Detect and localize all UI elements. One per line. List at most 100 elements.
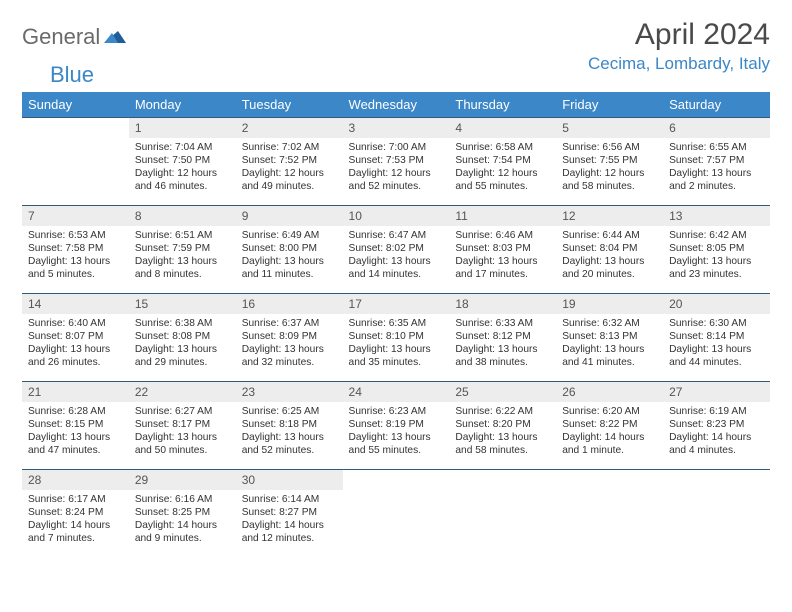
- week-row: 14Sunrise: 6:40 AMSunset: 8:07 PMDayligh…: [22, 294, 770, 382]
- day-cell: [449, 470, 556, 558]
- sunset-text: Sunset: 8:22 PM: [562, 418, 657, 431]
- sunset-text: Sunset: 8:08 PM: [135, 330, 230, 343]
- day-number: 20: [663, 294, 770, 314]
- sunrise-text: Sunrise: 7:02 AM: [242, 141, 337, 154]
- sunrise-text: Sunrise: 6:58 AM: [455, 141, 550, 154]
- sunrise-text: Sunrise: 6:19 AM: [669, 405, 764, 418]
- sunrise-text: Sunrise: 6:16 AM: [135, 493, 230, 506]
- day-body: Sunrise: 6:22 AMSunset: 8:20 PMDaylight:…: [449, 402, 556, 462]
- sunrise-text: Sunrise: 7:04 AM: [135, 141, 230, 154]
- sunrise-text: Sunrise: 6:44 AM: [562, 229, 657, 242]
- sunset-text: Sunset: 8:17 PM: [135, 418, 230, 431]
- sunset-text: Sunset: 8:24 PM: [28, 506, 123, 519]
- calendar-table: Sunday Monday Tuesday Wednesday Thursday…: [22, 92, 770, 558]
- daylight-text: Daylight: 12 hours and 52 minutes.: [349, 167, 444, 193]
- daylight-text: Daylight: 13 hours and 47 minutes.: [28, 431, 123, 457]
- dow-monday: Monday: [129, 92, 236, 118]
- daylight-text: Daylight: 13 hours and 11 minutes.: [242, 255, 337, 281]
- day-body: Sunrise: 7:02 AMSunset: 7:52 PMDaylight:…: [236, 138, 343, 198]
- daylight-text: Daylight: 13 hours and 55 minutes.: [349, 431, 444, 457]
- day-body: Sunrise: 6:35 AMSunset: 8:10 PMDaylight:…: [343, 314, 450, 374]
- day-number-band: [449, 470, 556, 490]
- day-cell: 10Sunrise: 6:47 AMSunset: 8:02 PMDayligh…: [343, 206, 450, 294]
- day-cell: 5Sunrise: 6:56 AMSunset: 7:55 PMDaylight…: [556, 118, 663, 206]
- day-number: 6: [663, 118, 770, 138]
- dow-wednesday: Wednesday: [343, 92, 450, 118]
- day-number-band: [556, 470, 663, 490]
- day-cell: [663, 470, 770, 558]
- day-cell: 14Sunrise: 6:40 AMSunset: 8:07 PMDayligh…: [22, 294, 129, 382]
- sunset-text: Sunset: 8:15 PM: [28, 418, 123, 431]
- day-body: Sunrise: 6:42 AMSunset: 8:05 PMDaylight:…: [663, 226, 770, 286]
- day-cell: 19Sunrise: 6:32 AMSunset: 8:13 PMDayligh…: [556, 294, 663, 382]
- day-number-band: [663, 470, 770, 490]
- day-cell: 7Sunrise: 6:53 AMSunset: 7:58 PMDaylight…: [22, 206, 129, 294]
- day-cell: [22, 118, 129, 206]
- day-cell: 29Sunrise: 6:16 AMSunset: 8:25 PMDayligh…: [129, 470, 236, 558]
- sunset-text: Sunset: 7:52 PM: [242, 154, 337, 167]
- day-cell: 23Sunrise: 6:25 AMSunset: 8:18 PMDayligh…: [236, 382, 343, 470]
- sunrise-text: Sunrise: 7:00 AM: [349, 141, 444, 154]
- day-number: 26: [556, 382, 663, 402]
- sunrise-text: Sunrise: 6:25 AM: [242, 405, 337, 418]
- day-number: 23: [236, 382, 343, 402]
- day-body: Sunrise: 6:56 AMSunset: 7:55 PMDaylight:…: [556, 138, 663, 198]
- day-cell: 2Sunrise: 7:02 AMSunset: 7:52 PMDaylight…: [236, 118, 343, 206]
- daylight-text: Daylight: 14 hours and 9 minutes.: [135, 519, 230, 545]
- daylight-text: Daylight: 13 hours and 50 minutes.: [135, 431, 230, 457]
- day-cell: 30Sunrise: 6:14 AMSunset: 8:27 PMDayligh…: [236, 470, 343, 558]
- sunset-text: Sunset: 8:18 PM: [242, 418, 337, 431]
- sunrise-text: Sunrise: 6:35 AM: [349, 317, 444, 330]
- sunrise-text: Sunrise: 6:17 AM: [28, 493, 123, 506]
- sunrise-text: Sunrise: 6:14 AM: [242, 493, 337, 506]
- dow-header-row: Sunday Monday Tuesday Wednesday Thursday…: [22, 92, 770, 118]
- day-cell: 15Sunrise: 6:38 AMSunset: 8:08 PMDayligh…: [129, 294, 236, 382]
- day-number: 7: [22, 206, 129, 226]
- day-cell: 13Sunrise: 6:42 AMSunset: 8:05 PMDayligh…: [663, 206, 770, 294]
- day-cell: 8Sunrise: 6:51 AMSunset: 7:59 PMDaylight…: [129, 206, 236, 294]
- daylight-text: Daylight: 13 hours and 44 minutes.: [669, 343, 764, 369]
- day-number: 3: [343, 118, 450, 138]
- day-number: 27: [663, 382, 770, 402]
- sunrise-text: Sunrise: 6:42 AM: [669, 229, 764, 242]
- day-body: Sunrise: 6:19 AMSunset: 8:23 PMDaylight:…: [663, 402, 770, 462]
- day-body: Sunrise: 6:37 AMSunset: 8:09 PMDaylight:…: [236, 314, 343, 374]
- sunset-text: Sunset: 8:10 PM: [349, 330, 444, 343]
- daylight-text: Daylight: 13 hours and 26 minutes.: [28, 343, 123, 369]
- day-cell: 27Sunrise: 6:19 AMSunset: 8:23 PMDayligh…: [663, 382, 770, 470]
- day-body: Sunrise: 6:14 AMSunset: 8:27 PMDaylight:…: [236, 490, 343, 550]
- sunset-text: Sunset: 8:00 PM: [242, 242, 337, 255]
- day-cell: 11Sunrise: 6:46 AMSunset: 8:03 PMDayligh…: [449, 206, 556, 294]
- day-cell: 9Sunrise: 6:49 AMSunset: 8:00 PMDaylight…: [236, 206, 343, 294]
- day-number: 14: [22, 294, 129, 314]
- day-number: 13: [663, 206, 770, 226]
- week-row: 21Sunrise: 6:28 AMSunset: 8:15 PMDayligh…: [22, 382, 770, 470]
- day-body: Sunrise: 6:33 AMSunset: 8:12 PMDaylight:…: [449, 314, 556, 374]
- day-number: 4: [449, 118, 556, 138]
- day-number: 18: [449, 294, 556, 314]
- day-body: Sunrise: 6:25 AMSunset: 8:18 PMDaylight:…: [236, 402, 343, 462]
- daylight-text: Daylight: 12 hours and 46 minutes.: [135, 167, 230, 193]
- sunrise-text: Sunrise: 6:37 AM: [242, 317, 337, 330]
- daylight-text: Daylight: 13 hours and 52 minutes.: [242, 431, 337, 457]
- day-body: Sunrise: 6:38 AMSunset: 8:08 PMDaylight:…: [129, 314, 236, 374]
- daylight-text: Daylight: 12 hours and 58 minutes.: [562, 167, 657, 193]
- day-body: Sunrise: 6:23 AMSunset: 8:19 PMDaylight:…: [343, 402, 450, 462]
- day-number: 19: [556, 294, 663, 314]
- sunrise-text: Sunrise: 6:32 AM: [562, 317, 657, 330]
- day-number-band: [343, 470, 450, 490]
- day-body: Sunrise: 6:44 AMSunset: 8:04 PMDaylight:…: [556, 226, 663, 286]
- sunrise-text: Sunrise: 6:22 AM: [455, 405, 550, 418]
- day-body: Sunrise: 6:47 AMSunset: 8:02 PMDaylight:…: [343, 226, 450, 286]
- day-number: 11: [449, 206, 556, 226]
- day-body: Sunrise: 6:20 AMSunset: 8:22 PMDaylight:…: [556, 402, 663, 462]
- day-number: 9: [236, 206, 343, 226]
- day-body: Sunrise: 7:04 AMSunset: 7:50 PMDaylight:…: [129, 138, 236, 198]
- daylight-text: Daylight: 13 hours and 2 minutes.: [669, 167, 764, 193]
- sunset-text: Sunset: 7:55 PM: [562, 154, 657, 167]
- day-number: 29: [129, 470, 236, 490]
- daylight-text: Daylight: 14 hours and 12 minutes.: [242, 519, 337, 545]
- sunrise-text: Sunrise: 6:46 AM: [455, 229, 550, 242]
- sunset-text: Sunset: 7:50 PM: [135, 154, 230, 167]
- day-number: 8: [129, 206, 236, 226]
